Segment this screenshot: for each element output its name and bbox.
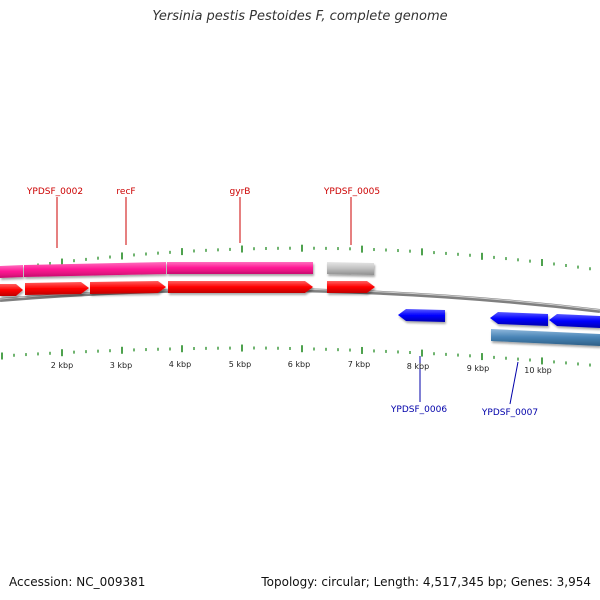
gene-recf[interactable] [167,262,313,274]
kbp-label: 4 kbp [169,360,191,369]
kbp-scale-labels: 2 kbp 3 kbp 4 kbp 5 kbp 6 kbp 7 kbp 8 kb… [51,360,552,375]
forward-gene-track [0,262,374,278]
cds-ypdsf-0006[interactable] [398,309,445,322]
kbp-label: 9 kbp [467,364,489,373]
kbp-label: 5 kbp [229,360,251,369]
reverse-label-ypdsf-0006: YPDSF_0006 [390,356,447,415]
reverse-cds-track [398,309,600,328]
kbp-label: 2 kbp [51,361,73,370]
gene-ypdsf-0005[interactable] [327,262,374,275]
reverse-label-ypdsf-0007: YPDSF_0007 [481,361,538,418]
forward-label-ypdsf-0002: YPDSF_0002 [26,187,83,248]
accession-text: Accession: NC_009381 [9,575,146,589]
label-ypdsf-0005[interactable]: YPDSF_0005 [323,187,380,197]
forward-cds-track [0,281,375,296]
kbp-label: 6 kbp [288,360,310,369]
cds-ypdsf-0002[interactable] [25,282,89,295]
cds-ypdsf-0005[interactable] [327,281,375,293]
cds-ypdsf-0001[interactable] [0,284,23,296]
cds-gyrb[interactable] [168,281,313,293]
forward-label-recf: recF [116,187,136,245]
forward-label-gyrb: gyrB [230,187,251,243]
label-ypdsf-0007[interactable]: YPDSF_0007 [481,408,538,418]
gene-ypdsf-0007[interactable] [491,329,600,346]
genome-summary-text: Topology: circular; Length: 4,517,345 bp… [261,575,591,589]
inner-tick-ring [1,344,591,367]
kbp-label: 8 kbp [407,362,429,371]
kbp-label: 10 kbp [524,366,552,375]
cds-recf[interactable] [90,281,166,294]
cds-ypdsf-0008[interactable] [549,314,600,328]
gene-ypdsf-0002[interactable] [24,262,166,277]
label-ypdsf-0002[interactable]: YPDSF_0002 [26,187,83,197]
cds-ypdsf-0007[interactable] [490,312,548,326]
map-title: Yersinia pestis Pestoides F, complete ge… [152,9,448,24]
label-recf[interactable]: recF [116,187,135,197]
kbp-label: 7 kbp [348,360,370,369]
label-ypdsf-0006[interactable]: YPDSF_0006 [390,405,447,415]
reverse-gene-track [491,329,600,346]
label-gyrb[interactable]: gyrB [230,187,251,197]
gene-ypdsf-0001[interactable] [0,265,23,278]
kbp-label: 3 kbp [110,361,132,370]
forward-label-ypdsf-0005: YPDSF_0005 [323,187,380,245]
